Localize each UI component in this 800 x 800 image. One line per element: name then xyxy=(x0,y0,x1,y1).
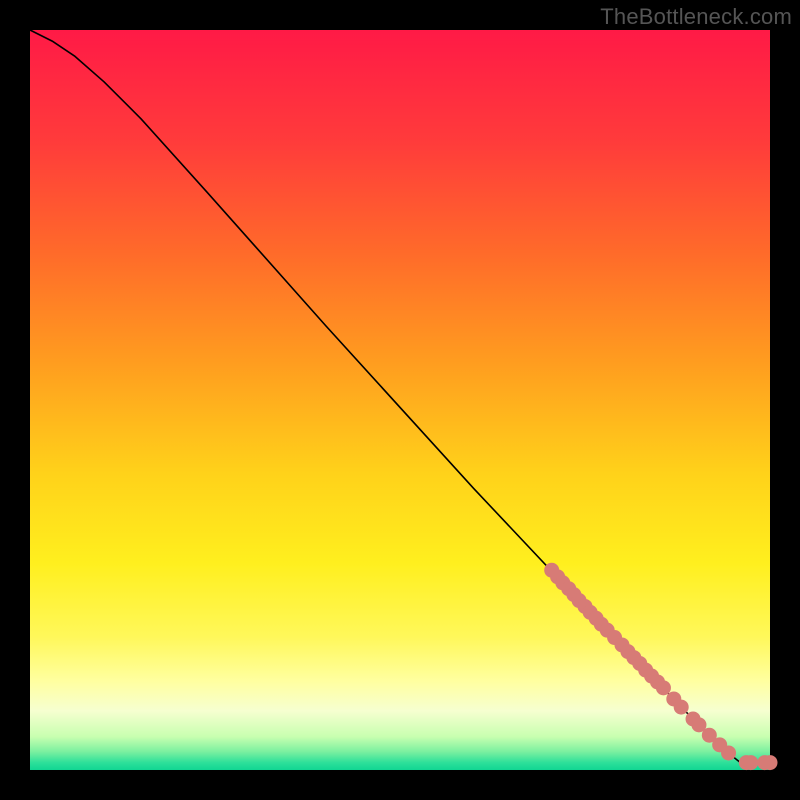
plot-gradient xyxy=(30,30,770,770)
data-marker xyxy=(721,745,736,760)
watermark-text: TheBottleneck.com xyxy=(600,4,792,30)
chart-svg xyxy=(0,0,800,800)
data-marker xyxy=(656,680,671,695)
data-marker xyxy=(763,755,778,770)
data-marker xyxy=(743,755,758,770)
chart-stage: TheBottleneck.com xyxy=(0,0,800,800)
data-marker xyxy=(674,700,689,715)
